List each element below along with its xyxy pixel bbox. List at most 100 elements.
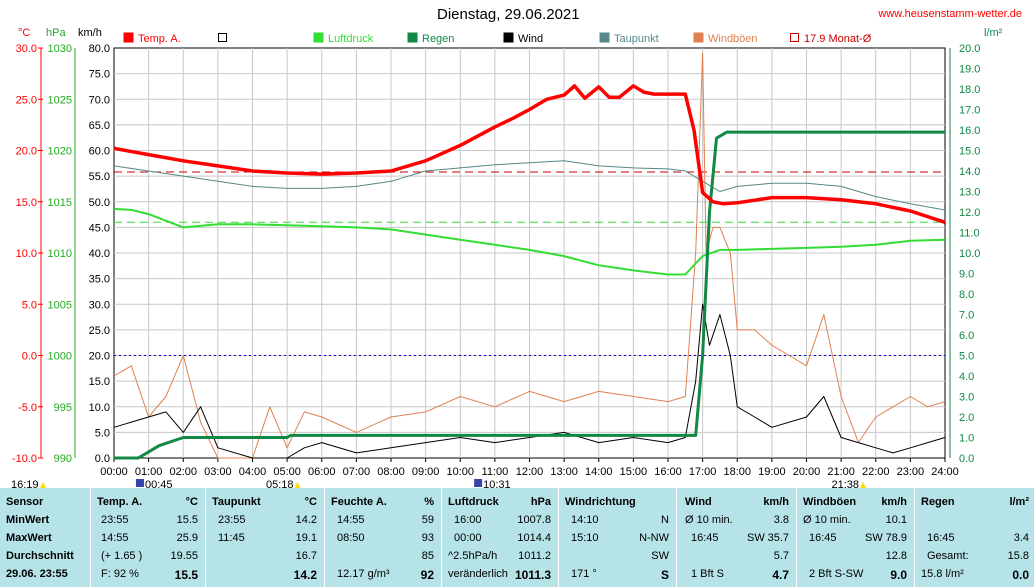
stats-dew-header: Taupunkt [212, 496, 261, 508]
rain-axis-label: 18.0 [959, 84, 980, 96]
stats-dew-min: 14.2 [295, 514, 317, 526]
wind-axis-label: 55.0 [89, 171, 110, 183]
x-tick-label: 21:00 [827, 466, 855, 478]
x-tick-label: 17:00 [689, 466, 717, 478]
legend-label: Wind [518, 33, 543, 45]
pressure-axis-label: 1015 [48, 197, 72, 209]
legend-swatch [503, 32, 514, 43]
x-tick-label: 03:00 [204, 466, 232, 478]
stats-wind-header: Wind [685, 496, 712, 508]
stats-wind-avg: 5.7 [773, 550, 789, 562]
stats-dew-unit: °C [304, 496, 317, 508]
wind-axis-label: 15.0 [89, 376, 110, 388]
stats-humidity-min-time: 14:55 [337, 514, 365, 526]
x-tick-label: 02:00 [169, 466, 197, 478]
pressure-axis-label: 1020 [48, 146, 72, 158]
weather-chart: 00:00 01:00 02:00 03:00 04:00 05:00 06:00 07:00… [11, 27, 1003, 488]
stats-winddir-degrees: 171 ° [571, 568, 597, 580]
series-luftdruck [113, 207, 946, 276]
moonset-marker [474, 479, 483, 487]
chart-title: Dienstag, 29.06.2021 [437, 6, 580, 23]
stats-pressure-max: 1014.4 [517, 532, 551, 544]
stats-temp-delta: (+ 1.65 ) [101, 550, 143, 562]
stats-pressure: Luftdruck hPa 16:00 1007.8 00:00 1014.4 … [441, 488, 559, 587]
wind-axis-label: 80.0 [89, 43, 110, 55]
stats-gusts-avg10-label: Ø 10 min. [803, 514, 851, 526]
moonset-marker-label: 10:31 [483, 479, 511, 488]
legend-swatch [313, 32, 324, 43]
stats-pressure-avg: 1011.2 [518, 550, 551, 562]
stats-rain-current: 0.0 [1012, 568, 1029, 582]
wind-axis-label: 30.0 [89, 299, 110, 311]
rain-axis-label: 1.0 [959, 433, 974, 445]
stats-gusts-max-dir: SW [865, 532, 883, 544]
stats-pressure-current: 1011.3 [514, 568, 551, 582]
stats-temp-unit: °C [185, 496, 198, 508]
rain-axis-label: 13.0 [959, 187, 980, 199]
legend-label: 17.9 Monat-Ø [804, 33, 872, 45]
rain-unit-label: l/m² [984, 27, 1003, 39]
stats-pressure-min: 1007.8 [517, 514, 551, 526]
pressure-axis-label: 1010 [48, 248, 72, 260]
temp-axis-label: 15.0 [16, 197, 37, 209]
rain-axis-label: 3.0 [959, 392, 974, 404]
wind-axis-label: 45.0 [89, 222, 110, 234]
rain-axis-label: 10.0 [959, 248, 980, 260]
stats-pressure-tendency: veränderlich [448, 568, 508, 580]
x-tick-label: 22:00 [862, 466, 890, 478]
stats-gusts-bft: 2 Bft S-SW [809, 568, 864, 580]
stats-gusts-unit: km/h [881, 496, 907, 508]
stats-date: 29.06. 23:55 [6, 568, 68, 580]
legend-swatch [407, 32, 418, 43]
sunset-marker [860, 482, 867, 488]
pressure-axis-label: 1030 [48, 43, 72, 55]
rain-axis-label: 5.0 [959, 351, 974, 363]
stats-sensor: Sensor MinWert MaxWert Durchschnitt 29.0… [0, 488, 90, 587]
stats-rain-total: 15.8 [1007, 550, 1029, 562]
series-regen [114, 130, 945, 460]
wind-axis-label: 65.0 [89, 120, 110, 132]
series-wind [113, 303, 946, 459]
stats-pressure-header: Luftdruck [448, 496, 499, 508]
stats-winddir-min-time: 14:10 [571, 514, 599, 526]
legend-swatch [218, 33, 227, 42]
stats-gusts-header: Windböen [803, 496, 857, 508]
legend-label: Temp. A. [138, 33, 181, 45]
wind-axis-label: 40.0 [89, 248, 110, 260]
stats-winddir-max-time: 15:10 [571, 532, 599, 544]
stats-dew-max: 19.1 [295, 532, 317, 544]
x-tick-label: 01:00 [135, 466, 163, 478]
legend-swatch [693, 32, 704, 43]
stats-label-max: MaxWert [6, 532, 52, 544]
temp-axis-label: 0.0 [22, 351, 37, 363]
stats-temp-avg: 19.55 [170, 550, 198, 562]
stats-humidity-max: 93 [421, 532, 434, 544]
sunrise-marker-label: 05:18 [266, 479, 294, 488]
stats-wind-unit: km/h [763, 496, 789, 508]
stats-sensor-header: Sensor [6, 496, 44, 508]
pressure-axis-label: 1005 [48, 299, 72, 311]
stats-winddir-max: N-NW [639, 532, 669, 544]
x-tick-label: 04:00 [239, 466, 267, 478]
temp-axis-label: 10.0 [16, 248, 37, 260]
stats-temp-min-time: 23:55 [101, 514, 129, 526]
x-tick-label: 12:00 [516, 466, 544, 478]
wind-axis-label: 75.0 [89, 69, 110, 81]
stats-rain-unit: l/m² [1009, 496, 1029, 508]
temp-axis-label: 25.0 [16, 94, 37, 106]
x-tick-label: 11:00 [482, 466, 509, 478]
temp-axis-label: 30.0 [16, 43, 37, 55]
rain-axis-label: 9.0 [959, 269, 974, 281]
x-tick-label: 08:00 [377, 466, 405, 478]
stats-humidity: Feuchte A. % 14:55 59 08:50 93 85 12.17 … [324, 488, 442, 587]
stats-winddir-current: S [660, 568, 669, 582]
stats-humidity-current: 92 [420, 568, 434, 582]
rain-axis-label: 15.0 [959, 146, 980, 158]
stats-rain-day: 15.8 l/m² [921, 568, 964, 580]
left-time-marker [40, 482, 46, 488]
x-tick-label: 10:00 [446, 466, 474, 478]
rain-axis-label: 4.0 [959, 371, 974, 383]
moonrise-marker-label: 00:45 [145, 479, 173, 488]
site-url[interactable]: www.heusenstamm-wetter.de [878, 8, 1022, 20]
legend-label: Taupunkt [614, 33, 659, 45]
